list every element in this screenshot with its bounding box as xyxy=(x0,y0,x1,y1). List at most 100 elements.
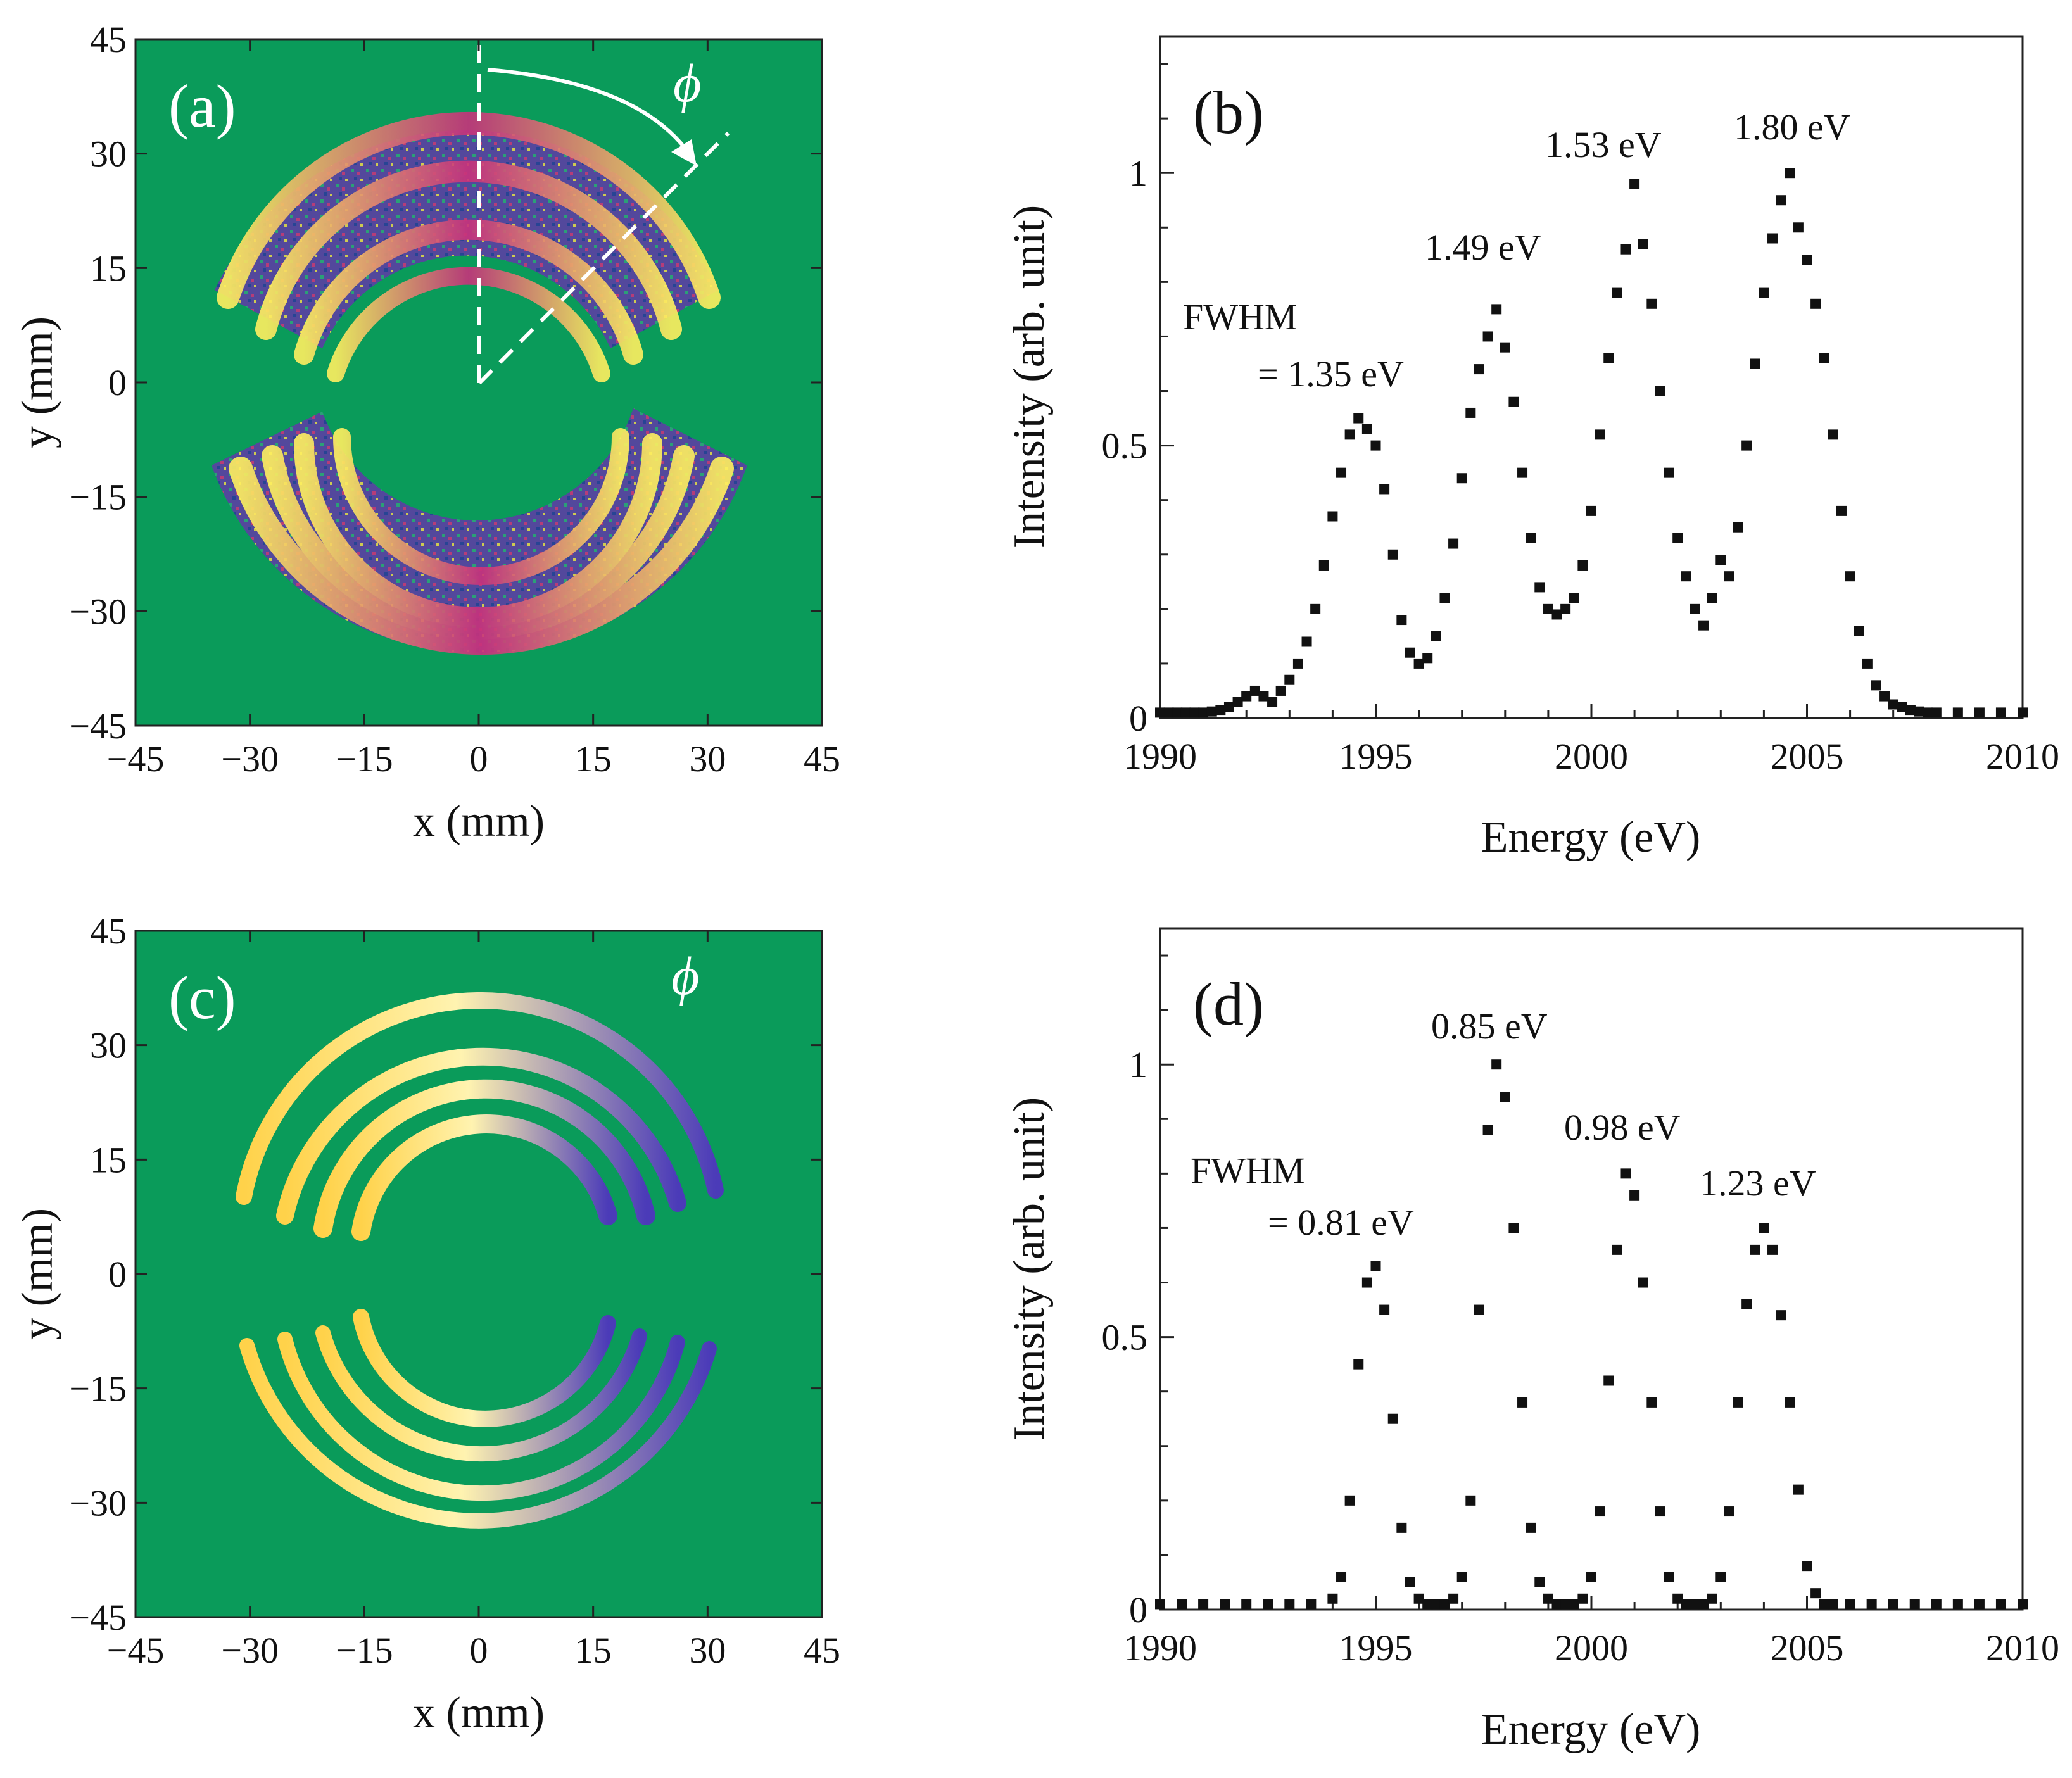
panel-b-data-point xyxy=(1974,707,1985,718)
panel-d-data-point xyxy=(1767,1244,1778,1255)
panel-b-data-point xyxy=(1543,603,1553,614)
panel-d-data-point xyxy=(1439,1599,1450,1610)
panel-c-x-tick-label: 30 xyxy=(689,1630,726,1671)
panel-d-plot-frame xyxy=(1159,927,2024,1611)
panel-b-data-point xyxy=(1387,549,1398,560)
panel-d-y-tick-label: 1 xyxy=(1129,1044,1147,1085)
panel-b-data-point xyxy=(1517,467,1528,478)
panel-b-data-point xyxy=(1603,353,1614,363)
panel-d-data-point xyxy=(1500,1092,1510,1102)
panel-b-data-point xyxy=(1810,298,1821,309)
panel-b-data-point xyxy=(1664,467,1674,478)
panel-d-data-point xyxy=(1560,1599,1571,1610)
panel-d-data-point xyxy=(1681,1599,1691,1610)
panel-b-data-point xyxy=(1405,647,1415,658)
panel-d-data-point xyxy=(1655,1506,1665,1517)
panel-d-fwhm-line1: FWHM xyxy=(1191,1150,1304,1191)
panel-b-data-point xyxy=(1793,222,1804,233)
panel-b-data-point xyxy=(1620,244,1631,255)
panel-d-fwhm-line2: = 0.81 eV xyxy=(1268,1202,1414,1243)
panel-c-x-tick-label: −45 xyxy=(107,1630,165,1671)
panel-b-data-point xyxy=(1413,658,1424,669)
panel-b-data-point xyxy=(1845,571,1855,582)
panel-c-phi-label: ϕ xyxy=(671,945,700,1006)
panel-b-data-point xyxy=(1551,609,1562,620)
panel-b-data-point xyxy=(1241,691,1252,702)
panel-a-y-tick-labels: 45 30 15 0 −15 −30 −45 xyxy=(69,19,127,747)
panel-c-x-tick-labels: −45 −30 −15 0 15 30 45 xyxy=(107,1630,840,1671)
panel-b-data-point xyxy=(1836,505,1847,516)
panel-d-label: (d) xyxy=(1193,970,1264,1038)
panel-d-data-point xyxy=(1733,1397,1743,1408)
panel-b-data-point xyxy=(1318,560,1329,571)
panel-b-peak2-label: 1.49 eV xyxy=(1425,227,1541,268)
panel-a-x-axis-title: x (mm) xyxy=(413,797,545,846)
panel-b-x-tick-label: 2000 xyxy=(1555,736,1628,777)
panel-d-data-point xyxy=(1931,1599,1942,1610)
panel-b-data-point xyxy=(1206,706,1217,717)
panel-b-data-point xyxy=(1327,511,1338,522)
panel-b-data-point xyxy=(1344,429,1355,440)
panel-d-data-point xyxy=(1577,1593,1588,1604)
panel-b-data-point xyxy=(1931,707,1942,718)
panel-d-data-point xyxy=(1741,1299,1752,1309)
panel-d-chart: 1990 1995 2000 2005 2010 00.51 (d) FWHM = 0.… xyxy=(1005,927,2059,1754)
panel-d-data-point xyxy=(1802,1561,1812,1572)
panel-b-plot-frame xyxy=(1159,35,2024,719)
panel-d-peak2-label: 0.85 eV xyxy=(1431,1006,1548,1047)
panel-d-data-point xyxy=(1909,1599,1920,1610)
panel-d-data-point xyxy=(1344,1495,1355,1506)
panel-d-data-point xyxy=(1715,1572,1726,1582)
panel-d-data-point xyxy=(1517,1397,1528,1408)
panel-d-data-point xyxy=(1586,1572,1596,1582)
panel-b-data-point xyxy=(1914,706,1924,717)
panel-d-data-point xyxy=(2018,1599,2028,1610)
panel-c-x-tick-label: −30 xyxy=(221,1630,279,1671)
panel-d-data-point xyxy=(1707,1593,1717,1604)
panel-d-x-tick-labels: 1990 1995 2000 2005 2010 xyxy=(1123,1627,2059,1668)
panel-b-fwhm-line1: FWHM xyxy=(1183,296,1297,337)
panel-b-y-tick-label: 0 xyxy=(1129,698,1147,739)
panel-c-ticks xyxy=(134,930,823,1618)
panel-d-data-point xyxy=(1474,1304,1484,1315)
panel-d-data-point xyxy=(1413,1593,1424,1604)
panel-b-data-point xyxy=(1155,707,1165,718)
panel-b-data-point xyxy=(1819,353,1829,363)
panel-b-data-point xyxy=(1353,413,1364,424)
panel-d-data-point xyxy=(1612,1244,1622,1255)
panel-a-phi-arrow xyxy=(487,68,692,156)
panel-d-data-point xyxy=(1431,1599,1441,1610)
panel-b-y-axis-title: Intensity (arb. unit) xyxy=(1005,205,1054,548)
panel-b-y-tick-label: 0.5 xyxy=(1102,426,1148,467)
panel-c-y-tick-label: −45 xyxy=(69,1597,127,1638)
panel-a-upper-arcs xyxy=(217,111,721,382)
panel-d-ticks xyxy=(1159,954,2024,1611)
panel-b-data-point xyxy=(1336,467,1347,478)
panel-d-data-point xyxy=(1508,1223,1519,1233)
panel-b-data-point xyxy=(1776,195,1786,206)
panel-d-data-point xyxy=(1793,1484,1804,1495)
panel-a-x-tick-label: 30 xyxy=(689,738,726,779)
panel-b-data-point xyxy=(1577,560,1588,571)
panel-b-data-point xyxy=(1888,699,1898,710)
panel-a-detector-image: ϕ (a) −45 −30 −15 0 15 30 45 4530150−15−30−45 … xyxy=(13,19,840,846)
panel-b-data-point xyxy=(1180,707,1191,718)
panel-d-data-point xyxy=(1198,1599,1209,1610)
panel-d-data-point xyxy=(1672,1593,1683,1604)
panel-d-data-point xyxy=(1845,1599,1855,1610)
panel-b-data-point xyxy=(1232,697,1243,707)
panel-a-x-tick-label: −45 xyxy=(107,738,165,779)
panel-b-peak4-label: 1.80 eV xyxy=(1734,106,1850,148)
panel-b-x-tick-label: 1990 xyxy=(1123,736,1197,777)
panel-d-data-point xyxy=(1448,1593,1459,1604)
panel-b-data-point xyxy=(1275,685,1286,696)
panel-b-x-axis-title: Energy (eV) xyxy=(1481,813,1701,862)
panel-d-data-point xyxy=(1690,1599,1700,1610)
panel-d-data-point xyxy=(1353,1359,1364,1370)
panel-c-y-tick-label: −15 xyxy=(69,1368,127,1409)
panel-d-data-point xyxy=(1595,1506,1605,1517)
panel-d-data-point xyxy=(1638,1277,1648,1288)
panel-b-data-point xyxy=(1370,440,1381,451)
panel-a-y-tick-label: −15 xyxy=(69,477,127,518)
panel-b-data-point xyxy=(1690,603,1700,614)
